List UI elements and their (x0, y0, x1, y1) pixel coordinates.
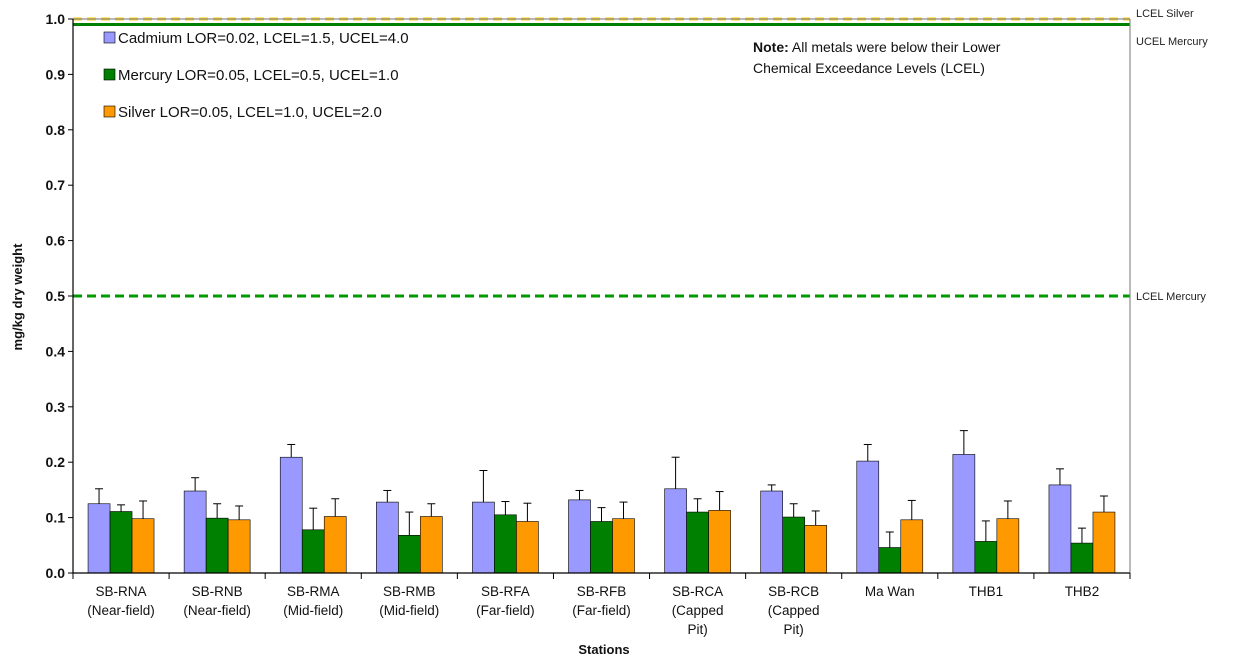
legend-swatch (103, 105, 116, 118)
x-tick-label: THB1 (969, 584, 1004, 599)
bar (1092, 511, 1116, 574)
x-tick-label: SB-RMA (287, 584, 340, 599)
y-tick-label: 0.3 (46, 399, 66, 415)
bar (109, 511, 133, 574)
chart-note: Note: All metals were below their Lower (753, 39, 1001, 55)
bar (878, 547, 902, 574)
y-tick-label: 0.1 (46, 510, 66, 526)
reference-line-label: LCEL Mercury (1136, 291, 1206, 303)
x-tick-label: SB-RNA (96, 584, 147, 599)
legend-label: Mercury LOR=0.05, LCEL=0.5, UCEL=1.0 (118, 67, 399, 84)
bar (686, 511, 709, 574)
bar (183, 490, 207, 574)
x-tick-label: SB-RCB (768, 584, 819, 599)
note-line1: All metals were below their Lower (792, 39, 1001, 55)
y-tick-label: 0.9 (46, 66, 66, 82)
x-tick-label: (Near-field) (87, 603, 155, 618)
bar (494, 514, 517, 574)
legend-label: Silver LOR=0.05, LCEL=1.0, UCEL=2.0 (118, 104, 382, 121)
legend-swatch (103, 68, 116, 81)
legend: Cadmium LOR=0.02, LCEL=1.5, UCEL=4.0 Merc… (103, 30, 409, 121)
bar (708, 510, 731, 574)
x-tick-label: SB-RMB (383, 584, 436, 599)
bar (227, 519, 251, 574)
y-tick-label: 0.0 (46, 565, 66, 581)
bar (87, 503, 111, 574)
bar (952, 454, 976, 574)
bar (996, 518, 1020, 574)
legend-label: Cadmium LOR=0.02, LCEL=1.5, UCEL=4.0 (118, 30, 409, 47)
y-tick-label: 0.5 (46, 288, 66, 304)
bar (420, 516, 443, 574)
x-category-labels: SB-RNA (Near-field) SB-RNB (Near-field) SB-R… (87, 584, 1099, 637)
y-axis-title: mg/kg dry weight (10, 243, 25, 351)
bar (376, 501, 399, 574)
bar (568, 499, 591, 574)
y-tick-label: 0.6 (46, 233, 66, 249)
bar (1070, 542, 1094, 574)
y-tick-label: 0.4 (46, 343, 66, 359)
x-tick-label: (Capped (672, 603, 724, 618)
x-tick-label: Pit) (687, 622, 707, 637)
x-tick-label: SB-RCA (672, 584, 723, 599)
bar (398, 535, 421, 574)
x-axis-title: Stations (578, 642, 629, 657)
bar (760, 490, 783, 574)
chart-note-line2: Chemical Exceedance Levels (LCEL) (753, 60, 985, 76)
legend-swatch (103, 31, 116, 44)
bar (974, 541, 998, 574)
bar (804, 525, 827, 574)
bar (782, 516, 805, 574)
y-tick-label: 0.8 (46, 122, 66, 138)
bar (472, 501, 495, 574)
reference-line-label: LCEL Silver (1136, 8, 1194, 20)
x-tick-label: (Mid-field) (283, 603, 343, 618)
bar (900, 519, 924, 574)
bar (1048, 484, 1072, 574)
y-tick-label: 0.2 (46, 454, 66, 470)
x-tick-label: Ma Wan (865, 584, 915, 599)
x-tick-label: (Mid-field) (379, 603, 439, 618)
axes (68, 18, 1131, 579)
y-tick-labels: 0.0 0.1 0.2 0.3 0.4 0.5 0.6 0.7 0.8 0.9 1.0 (46, 11, 66, 581)
bar (301, 529, 325, 574)
bar (205, 517, 229, 574)
y-tick-label: 1.0 (46, 11, 66, 27)
bar (612, 518, 635, 574)
bar (516, 521, 539, 574)
bar (279, 456, 303, 574)
bar (590, 521, 613, 574)
bar (856, 460, 880, 574)
x-tick-label: Pit) (784, 622, 804, 637)
x-tick-label: (Far-field) (476, 603, 535, 618)
x-tick-label: SB-RFB (577, 584, 627, 599)
x-tick-label: (Far-field) (572, 603, 631, 618)
bars (87, 430, 1116, 574)
x-tick-label: (Near-field) (183, 603, 251, 618)
x-tick-label: THB2 (1065, 584, 1100, 599)
x-tick-label: SB-RFA (481, 584, 530, 599)
bar (131, 518, 155, 574)
bar (664, 488, 687, 574)
note-bold: Note: (753, 39, 789, 55)
x-tick-label: (Capped (768, 603, 820, 618)
bar (323, 516, 347, 574)
reference-lines: LCEL Silver UCEL Mercury LCEL Mercury (73, 8, 1208, 303)
x-tick-label: SB-RNB (192, 584, 243, 599)
reference-line-label: UCEL Mercury (1136, 36, 1208, 48)
y-tick-label: 0.7 (46, 177, 66, 193)
